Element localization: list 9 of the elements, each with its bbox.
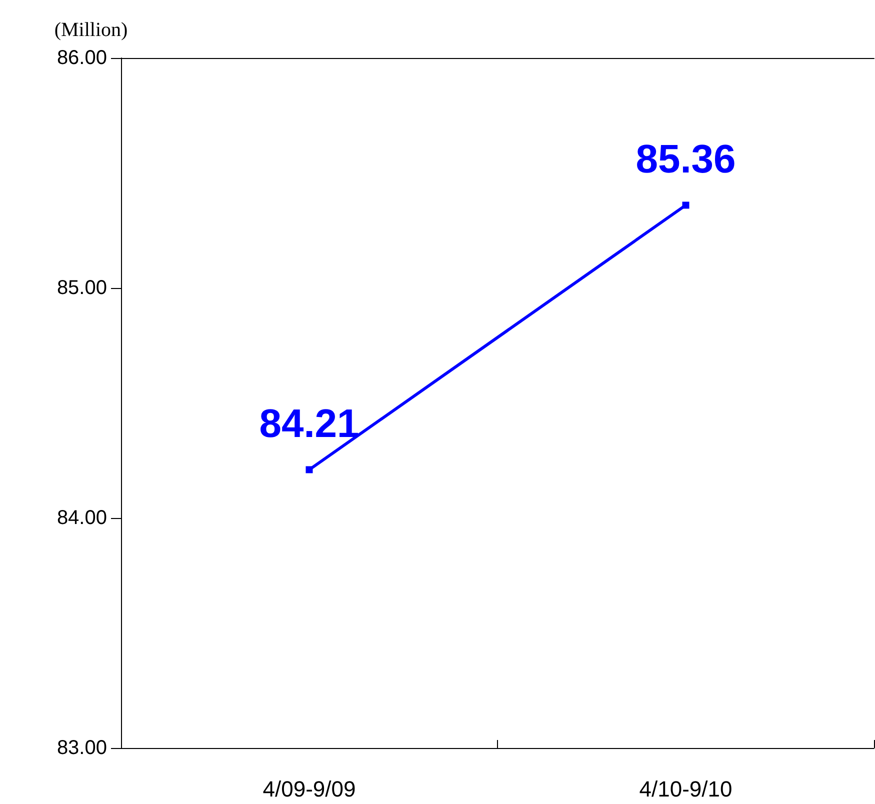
x-tick-label: 4/10-9/10 — [639, 776, 732, 802]
y-tick-label: 84.00 — [56, 507, 107, 529]
y-tick-label: 85.00 — [56, 277, 107, 299]
data-label: 84.21 — [259, 402, 360, 446]
y-tick-label: 83.00 — [56, 737, 107, 759]
y-tick-label: 86.00 — [56, 47, 107, 69]
y-axis-title: (Million) — [54, 19, 128, 41]
data-label: 85.36 — [636, 138, 736, 182]
x-tick-label: 4/09-9/09 — [262, 776, 356, 802]
